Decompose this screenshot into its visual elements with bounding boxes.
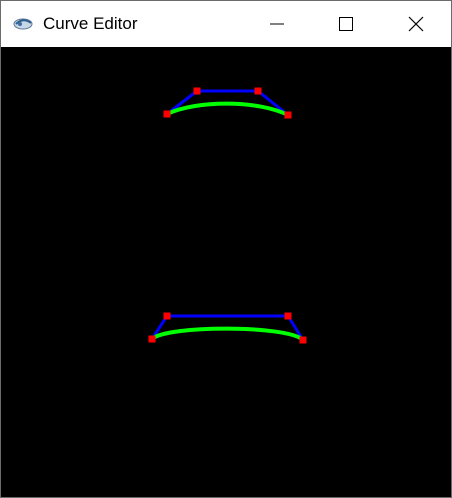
window-title: Curve Editor [43,14,138,33]
close-button[interactable] [393,1,439,47]
upper-curve[interactable] [163,87,292,119]
lower-curve[interactable] [148,312,307,344]
curve-canvas[interactable] [1,47,451,497]
control-point-handle[interactable] [163,110,171,118]
bezier-curve [166,101,289,117]
control-polygon [150,314,305,341]
minimize-button[interactable] [254,1,300,47]
app-icon[interactable] [12,15,34,31]
minimize-icon [270,23,284,25]
control-point-handle[interactable] [284,111,292,119]
close-icon [408,16,424,32]
control-point-handle[interactable] [193,87,201,95]
title-bar[interactable]: Curve Editor [1,1,451,47]
control-point-handle[interactable] [163,312,171,320]
curve-canvas-svg[interactable] [1,47,451,497]
control-point-handle[interactable] [254,87,262,95]
maximize-icon [339,17,353,31]
maximize-button[interactable] [323,1,369,47]
control-point-handle[interactable] [148,335,156,343]
bezier-curve [150,326,305,342]
control-point-handle[interactable] [299,336,307,344]
control-point-handle[interactable] [284,312,292,320]
control-polygon [166,89,289,117]
